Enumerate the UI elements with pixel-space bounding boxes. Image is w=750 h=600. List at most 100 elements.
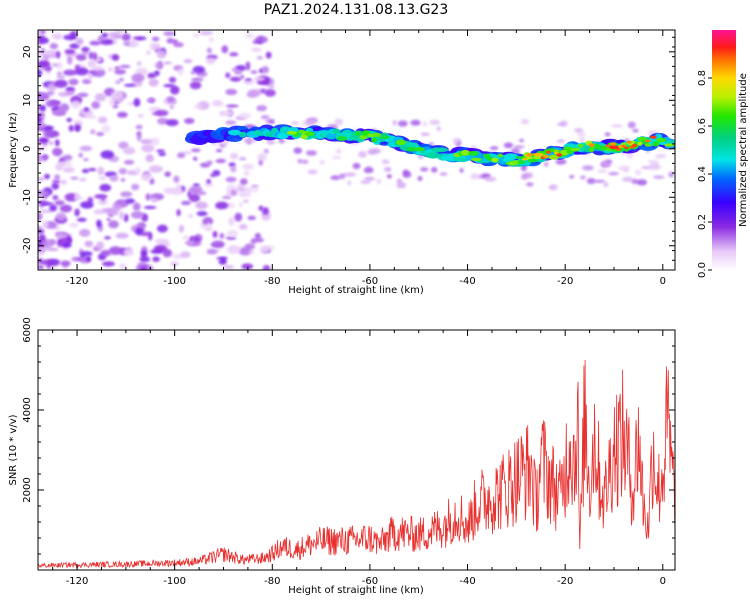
spectrogram-halo-blob <box>586 178 596 185</box>
spectrogram-noise-blob <box>82 51 89 55</box>
spectrogram-ridge-blob <box>359 135 368 140</box>
colorbar-tick-label: 0.2 <box>697 214 708 230</box>
spectrogram-halo-blob <box>489 146 499 150</box>
spectrogram-halo-blob <box>429 119 441 125</box>
spectrogram-halo-blob <box>503 142 514 149</box>
spectrogram-noise-blob <box>114 66 120 70</box>
spectrogram-noise-blob <box>228 162 236 167</box>
spectrogram-noise-blob <box>190 71 195 75</box>
spectrogram-halo-blob <box>523 172 534 179</box>
spectrogram-noise-blob <box>79 228 91 237</box>
spectrogram-noise-blob <box>60 179 68 185</box>
spectrogram-noise-blob <box>193 104 203 109</box>
spectrogram-ridge-blob <box>395 139 406 146</box>
spectrogram-halo-blob <box>301 159 309 165</box>
spectrogram-noise-blob <box>64 49 76 55</box>
spectrogram-ridge-blob <box>336 136 348 141</box>
spectrogram-noise-blob <box>108 246 123 256</box>
spectrogram-halo-blob <box>367 148 377 155</box>
spectrogram-noise-blob <box>183 151 192 155</box>
spectrogram-noise-blob <box>108 67 113 72</box>
x-tick-label: -120 <box>66 576 89 587</box>
spectrogram-halo-blob <box>396 181 407 189</box>
spectrogram-noise-blob <box>62 166 75 173</box>
spectrogram-halo-blob <box>305 119 316 125</box>
spectrogram-noise-blob <box>170 85 180 95</box>
spectrogram-noise-blob <box>184 118 195 124</box>
spectrogram-noise-blob <box>247 89 262 97</box>
spectrogram-noise-blob <box>59 204 73 213</box>
spectrogram-noise-blob <box>173 175 180 183</box>
spectrogram-noise-blob <box>79 145 93 152</box>
spectrogram-noise-blob <box>81 79 92 84</box>
snr-x-label: Height of straight line (km) <box>288 585 424 596</box>
spectrogram-halo-blob <box>410 119 421 126</box>
spectrogram-noise-blob <box>256 56 264 60</box>
y-tick-label: 0 <box>22 146 33 152</box>
spectrogram-noise-blob <box>100 249 111 257</box>
spectrogram-halo-blob <box>582 165 594 171</box>
spectrogram-halo-blob <box>525 182 534 187</box>
spectrogram-noise-blob <box>247 215 257 221</box>
spectrogram-noise-blob <box>154 62 164 69</box>
spectrogram-noise-blob <box>68 78 79 86</box>
spectrogram-halo-blob <box>290 121 300 125</box>
spectrogram-noise-blob <box>178 224 184 233</box>
spectrogram-noise-blob <box>97 166 105 176</box>
spectrogram-noise-blob <box>56 50 61 59</box>
spectrogram-noise-blob <box>49 204 57 212</box>
spectrogram-halo-blob <box>648 160 660 165</box>
spectrogram-halo-blob <box>484 176 497 182</box>
spectrogram-ridge-blob <box>556 153 563 157</box>
snr-panel: -120 -100 -80 -60 -40 -20 0 2000 4000 6000 Heigh… <box>8 317 676 596</box>
spectrogram-noise-blob <box>238 202 244 208</box>
spectrogram-noise-blob <box>52 63 59 67</box>
spectrogram-noise-blob <box>41 239 55 248</box>
spectrogram-noise-blob <box>223 265 235 269</box>
colorbar-label: Normalized spectral amplitude <box>738 73 749 227</box>
spectrogram-ridge-blob <box>621 144 627 148</box>
spectrogram-halo-blob <box>417 176 423 181</box>
spectrogram-halo-blob <box>555 158 567 165</box>
spectrogram-ridge-blob <box>325 133 337 140</box>
spectrogram-noise-blob <box>211 101 224 107</box>
spectrogram-noise-blob <box>74 208 80 217</box>
spectrogram-noise-blob <box>38 60 51 68</box>
spectrogram-noise-blob <box>79 177 87 182</box>
spectrogram-halo-blob <box>417 155 424 159</box>
snr-y-label: SNR (10 * v/v) <box>8 414 19 485</box>
spectrogram-noise-blob <box>252 40 262 44</box>
spectrogram-noise-blob <box>62 242 72 248</box>
spectrogram-noise-blob <box>42 154 48 162</box>
spectrogram-noise-blob <box>238 223 248 230</box>
spectrogram-ridge-blob <box>588 146 595 152</box>
spectrogram-ridge-blob <box>504 153 518 161</box>
spectrogram-halo-blob <box>319 160 325 165</box>
spectrogram-noise-blob <box>140 250 148 258</box>
spectrogram-ridge-blob <box>406 146 417 152</box>
spectrogram-noise-blob <box>156 224 168 233</box>
spectrogram-noise-blob <box>119 77 124 82</box>
spectrogram-noise-blob <box>56 75 66 79</box>
spectrogram-noise-blob <box>47 247 59 252</box>
spectrogram-noise-blob <box>261 66 270 74</box>
snr-marks <box>38 359 675 569</box>
colorbar-ticks: 0.0 0.2 0.4 0.6 0.8 <box>697 70 712 278</box>
spectrogram-noise-blob <box>249 250 255 254</box>
spectrogram-noise-blob <box>104 236 111 240</box>
spectrogram-noise-blob <box>114 80 121 85</box>
spectrogram-noise-blob <box>221 195 232 200</box>
spectrogram-noise-blob <box>39 209 53 214</box>
spectrogram-ridge-blob <box>652 141 660 147</box>
spectrogram-noise-blob <box>238 112 251 119</box>
spectrogram-noise-blob <box>234 212 243 222</box>
spectrogram-noise-blob <box>87 60 97 68</box>
spectrogram-noise-blob <box>119 64 131 69</box>
spectrogram-noise-blob <box>84 107 89 112</box>
spectrogram-noise-blob <box>38 92 50 101</box>
spectrogram-ridge-blob <box>227 129 242 136</box>
spectrogram-halo-blob <box>392 120 397 126</box>
spectrogram-halo-blob <box>634 169 641 176</box>
x-tick-label: -20 <box>557 576 573 587</box>
spectrogram-halo-blob <box>386 174 392 179</box>
